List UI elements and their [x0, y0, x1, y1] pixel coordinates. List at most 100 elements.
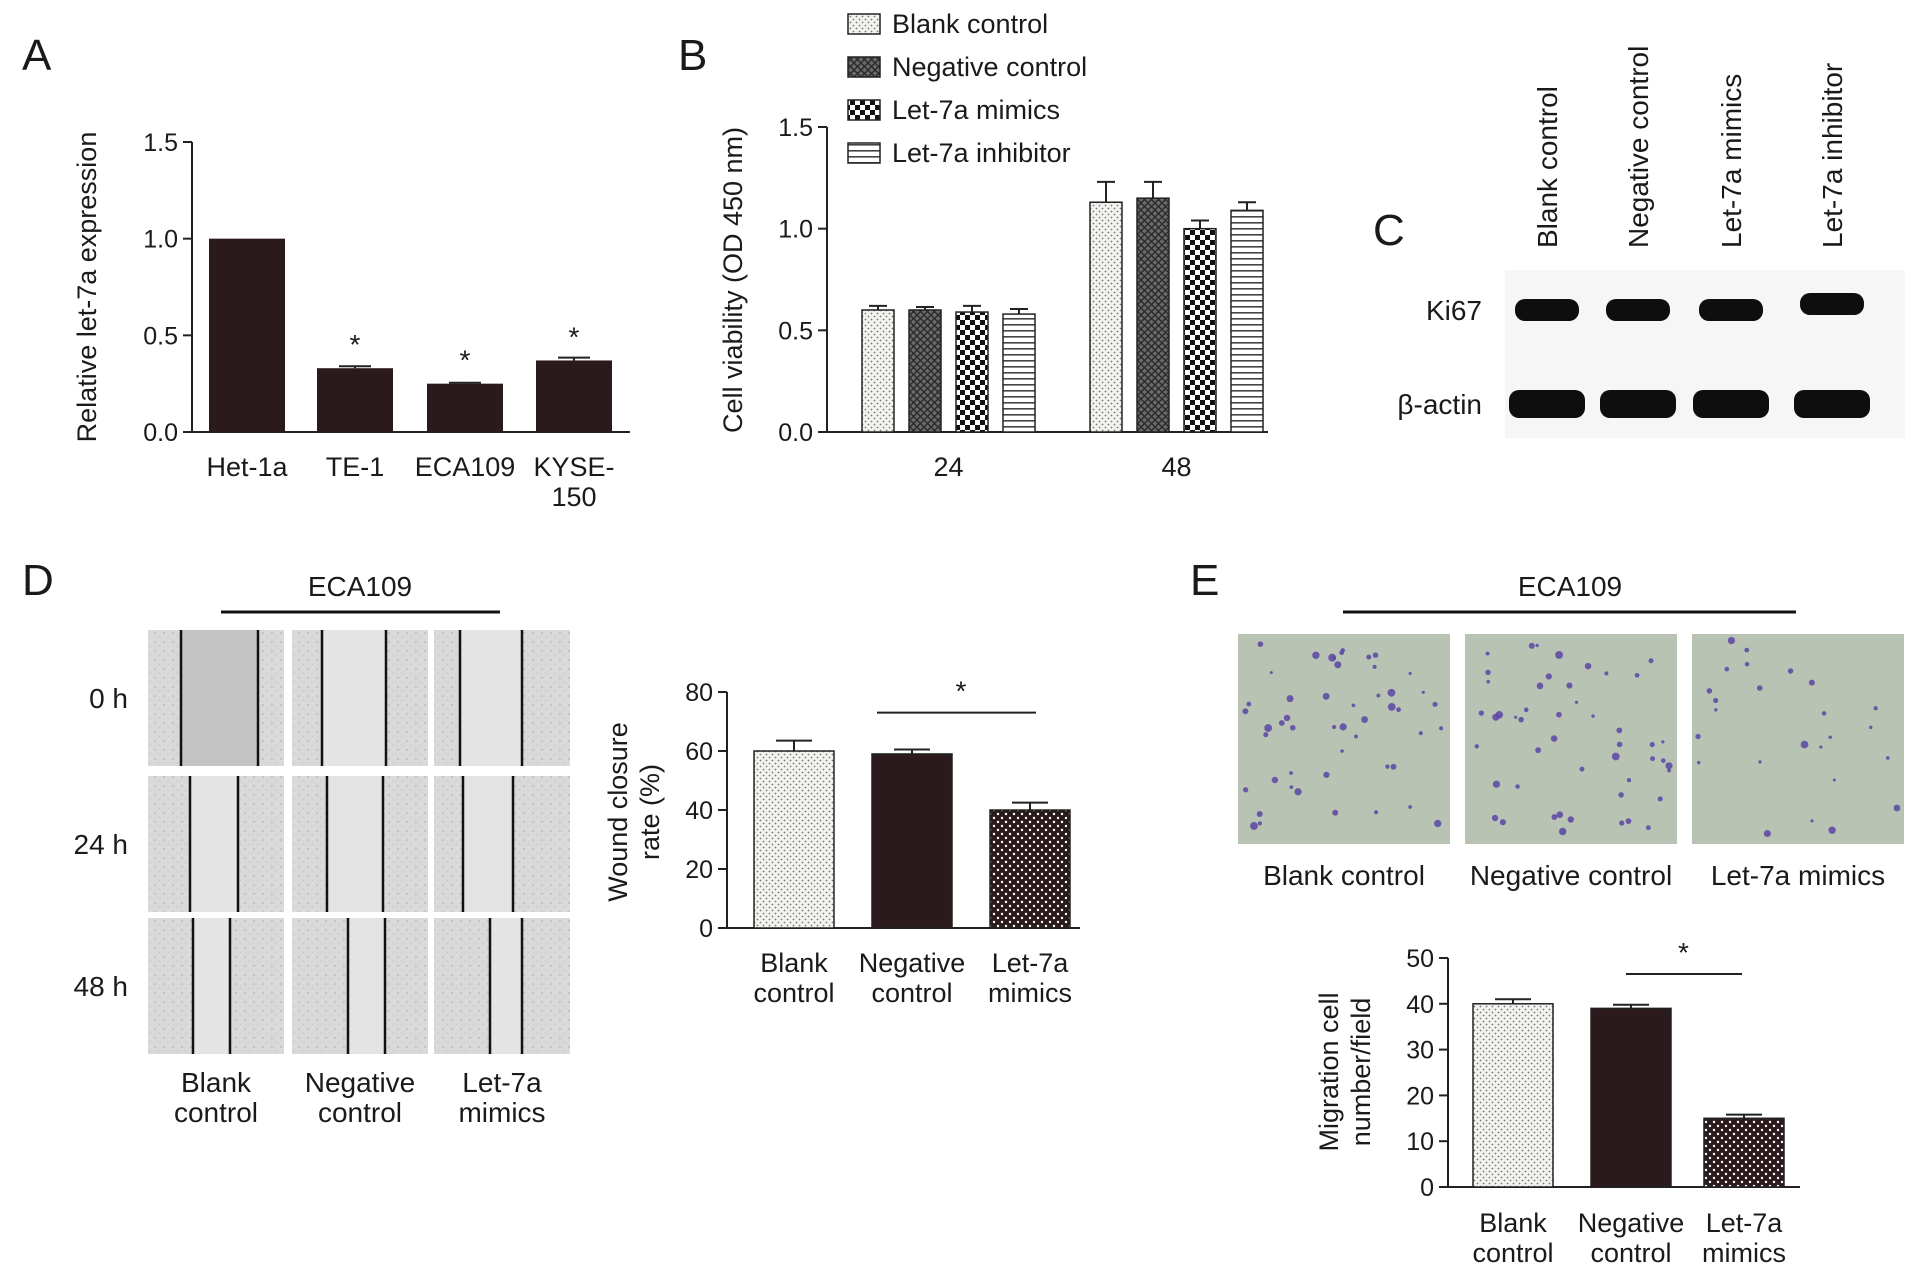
chart-a-bar [209, 238, 285, 432]
scratch-gap [322, 630, 386, 766]
transwell-cell [1289, 771, 1293, 775]
panel-label-b: B [678, 31, 707, 80]
transwell-cell [1744, 661, 1750, 667]
transwell-cell [1727, 636, 1736, 645]
transwell-cell [1286, 695, 1294, 703]
transwell-cell [1626, 777, 1632, 783]
scratch-column-label: Blank control [174, 1067, 258, 1128]
chart-a-y-label: Relative let-7a expression [72, 132, 102, 443]
transwell-cell [1421, 690, 1425, 694]
transwell-cell [1591, 714, 1595, 718]
chart-a-bar [317, 368, 393, 432]
transwell-cell [1558, 827, 1567, 836]
transwell-cell [1495, 710, 1504, 719]
chart-b-y-tick-label: 0.5 [778, 317, 813, 345]
blot-band [1800, 293, 1864, 315]
transwell-cell [1758, 760, 1762, 764]
transwell-cell [1523, 707, 1529, 713]
chart-e: 0 10 20 30 40 50 Migration cellnumber/field Bla… [1314, 937, 1800, 1268]
transwell-cell [1828, 735, 1832, 740]
transwell-column-label: Let-7a mimics [1711, 860, 1885, 891]
transwell-cell [1545, 673, 1552, 680]
transwell-cell [1339, 723, 1347, 731]
scratch-gap [190, 776, 238, 912]
scratch-gap [490, 918, 522, 1054]
scratch-column-label: Negative control [305, 1067, 416, 1128]
chart-a-x-tick-label: TE-1 [326, 452, 385, 482]
blot-band [1600, 390, 1676, 418]
chart-e-significance: * [1678, 937, 1689, 968]
transwell-cell [1269, 671, 1273, 675]
transwell-cell [1328, 653, 1337, 662]
transwell-cell [1828, 826, 1836, 834]
chart-d-y-tick-label: 0 [699, 915, 713, 943]
chart-e-bar [1590, 1007, 1672, 1188]
chart-b-bar [908, 309, 942, 433]
transwell-cell [1819, 745, 1823, 749]
transwell-image [1465, 634, 1677, 844]
chart-a-x-tick-label: KYSE-150 [533, 452, 614, 512]
transwell-cell [1518, 716, 1524, 723]
transwell-cell [1724, 666, 1730, 672]
chart-e-bar [1472, 1003, 1554, 1188]
transwell-cell-line: ECA109 [1518, 571, 1622, 602]
scratch-row-label: 48 h [74, 971, 129, 1002]
transwell-cell [1514, 715, 1518, 719]
chart-b-legend-swatch [847, 56, 881, 78]
chart-a-significance: * [350, 329, 361, 360]
transwell-cell [1387, 688, 1396, 697]
transwell-cell [1278, 720, 1285, 726]
panel-label-a: A [22, 31, 52, 80]
chart-d-bar [753, 750, 835, 929]
transwell-cell [1567, 816, 1574, 823]
scratch-row-label: 0 h [89, 683, 128, 714]
transwell-cell [1351, 703, 1356, 708]
transwell-cell [1372, 664, 1377, 669]
scratch-gap [181, 630, 258, 766]
scratch-column-label: Let-7a mimics [458, 1067, 545, 1128]
transwell-cell [1660, 758, 1666, 763]
transwell-cell [1271, 776, 1279, 784]
transwell-cell [1334, 661, 1342, 669]
transwell-cell [1556, 811, 1564, 819]
transwell-cell [1387, 703, 1396, 711]
chart-b-legend: Blank control Negative control Let-7a mimi… [847, 9, 1087, 168]
transwell-cell [1432, 701, 1438, 707]
transwell-cell [1763, 829, 1771, 838]
transwell-cell [1787, 668, 1794, 674]
transwell-cell [1800, 740, 1809, 749]
chart-a-significance: * [460, 345, 471, 376]
transwell-cell [1616, 741, 1623, 748]
transwell-cell [1634, 672, 1640, 678]
scratch-cell-line: ECA109 [308, 571, 412, 602]
transwell-cell [1550, 735, 1558, 742]
transwell-cell [1714, 708, 1718, 712]
chart-e-x-tick-label: Negative control [1578, 1208, 1685, 1268]
chart-e-x-tick-label: Blank control [1472, 1208, 1553, 1268]
scratch-gap [327, 776, 383, 912]
chart-d-y-tick-label: 60 [685, 738, 713, 766]
transwell-cell [1332, 809, 1339, 816]
transwell-cell [1696, 760, 1701, 765]
transwell-cell [1611, 752, 1620, 761]
chart-d-significance: * [956, 676, 967, 707]
transwell-image [1692, 634, 1904, 844]
blot-row-label: Ki67 [1426, 295, 1482, 326]
transwell-cell [1331, 724, 1337, 730]
transwell-cell [1625, 818, 1632, 824]
chart-b-bar [955, 311, 989, 433]
transwell-cell [1322, 692, 1330, 700]
transwell-cell [1283, 714, 1291, 722]
chart-d-bar [871, 753, 953, 929]
chart-a-x-tick-label: Het-1a [206, 452, 288, 482]
chart-b-y-tick-label: 0.0 [778, 419, 813, 447]
chart-d-y-label: Wound closurerate (%) [603, 722, 665, 902]
blot-band [1794, 390, 1870, 418]
transwell-cell [1372, 652, 1379, 658]
transwell-cell [1566, 682, 1573, 689]
chart-a-x-tick-label: ECA109 [415, 452, 516, 482]
chart-a-y-tick-label: 0.5 [143, 322, 178, 350]
transwell-cell [1756, 685, 1763, 691]
transwell-cell [1536, 682, 1544, 690]
transwell-cell [1408, 671, 1412, 675]
